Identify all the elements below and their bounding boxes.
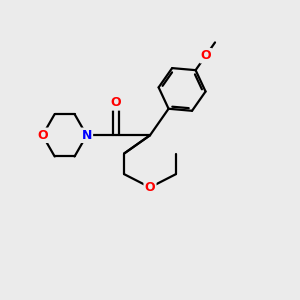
Text: O: O bbox=[200, 49, 211, 62]
Text: O: O bbox=[37, 129, 48, 142]
Text: O: O bbox=[145, 181, 155, 194]
Text: N: N bbox=[82, 129, 92, 142]
Text: O: O bbox=[111, 96, 122, 110]
